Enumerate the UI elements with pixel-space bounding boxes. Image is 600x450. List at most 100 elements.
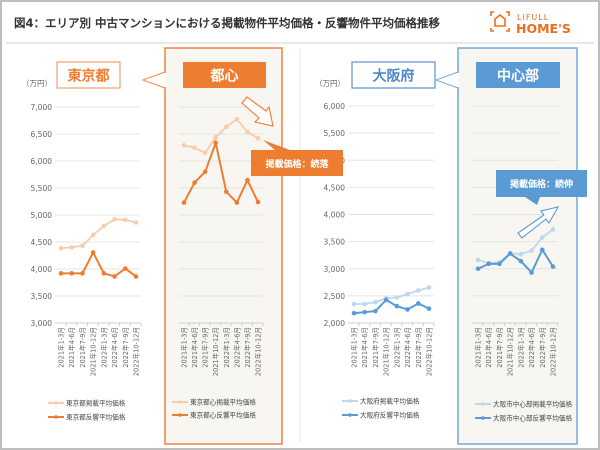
tokyo-x-tick-label: 2021年1-3月 — [57, 327, 66, 368]
osaka-data-point — [426, 306, 432, 311]
osaka-data-point — [394, 295, 400, 300]
tokyo-y-tick-label: 5,500 — [31, 184, 53, 193]
osaka-center-data-point — [486, 261, 492, 267]
osaka-center-data-point — [507, 251, 513, 256]
osaka-data-point — [362, 301, 368, 307]
osaka-center-legend-label: 大阪市中心部反響平均価格 — [493, 414, 573, 423]
osaka-x-tick-label: 2021年10-12月 — [382, 327, 391, 376]
osaka-legend-label: 大阪府掲載平均価格 — [360, 397, 420, 406]
osaka-legend-marker — [348, 413, 352, 417]
tokyo-y-tick-label: 3,000 — [31, 319, 53, 328]
osaka-center-x-tick-label: 2022年10-12月 — [549, 327, 558, 376]
osaka-callout-text: 掲載価格：続伸 — [510, 178, 573, 190]
tokyo-y-tick-label: 4,000 — [31, 265, 53, 274]
osaka-center-x-tick-label: 2021年7-9月 — [495, 327, 504, 368]
osaka-center-data-point — [539, 235, 545, 240]
house-icon — [490, 11, 510, 32]
osaka-center-legend-marker — [481, 416, 485, 420]
tokyo-center-data-point — [213, 140, 219, 146]
tokyo-center-x-tick-label: 2022年1-3月 — [222, 327, 231, 368]
osaka-x-tick-label: 2022年10-12月 — [425, 327, 434, 376]
osaka-data-point — [415, 301, 421, 306]
tokyo-center-legend-label: 東京都心反響平均価格 — [190, 411, 256, 420]
osaka-y-tick-label: 5,500 — [324, 129, 346, 138]
osaka-center-heading: 中心部 — [497, 68, 539, 85]
tokyo-down-arrow-icon — [241, 96, 274, 127]
tokyo-center-x-tick-label: 2021年7-9月 — [201, 327, 210, 368]
osaka-center-panel — [457, 47, 578, 445]
tokyo-pointer — [141, 71, 166, 89]
osaka-up-arrow-icon — [517, 206, 560, 239]
osaka-center-legend-label: 大阪市中心部掲載平均価格 — [493, 400, 573, 409]
osaka-data-point — [351, 301, 357, 307]
tokyo-heading-box — [56, 61, 121, 89]
osaka-center-data-point — [518, 251, 524, 257]
osaka-data-point — [415, 288, 421, 293]
tokyo-center-heading: 都心 — [210, 69, 239, 85]
osaka-y-tick-label: 2,000 — [324, 319, 346, 328]
tokyo-center-x-tick-label: 2021年4-6月 — [190, 327, 199, 368]
tokyo-center-legend-marker — [178, 413, 182, 417]
osaka-center-data-point — [539, 247, 545, 253]
tokyo-x-tick-label: 2022年4-6月 — [110, 327, 119, 368]
osaka-center-data-point — [550, 227, 556, 232]
osaka-x-tick-label: 2022年1-3月 — [392, 327, 401, 368]
lifull-homes-logo: LIFULL HOME'S — [490, 11, 571, 36]
osaka-data-point — [394, 303, 400, 309]
tokyo-center-data-point — [181, 143, 187, 148]
tokyo-x-tick-label: 2022年10-12月 — [132, 327, 141, 376]
tokyo-x-tick-label: 2021年4-6月 — [67, 327, 76, 368]
tokyo-data-point — [122, 266, 128, 271]
tokyo-data-point — [112, 217, 117, 222]
tokyo-heading: 東京都 — [68, 68, 110, 85]
tokyo-center-x-tick-label: 2022年7-9月 — [243, 327, 252, 368]
tokyo-data-point — [58, 245, 64, 251]
tokyo-center-legend-label: 東京都心掲載平均価格 — [190, 398, 256, 407]
tokyo-series-line-listing — [60, 218, 137, 250]
tokyo-center-x-tick-label: 2022年10-12月 — [254, 327, 263, 376]
tokyo-center-data-point — [234, 116, 240, 122]
tokyo-center-data-point — [223, 189, 229, 195]
tokyo-center-data-point — [181, 200, 187, 205]
osaka-center-x-tick-label: 2021年4-6月 — [484, 327, 493, 368]
osaka-center-data-point — [529, 270, 534, 275]
tokyo-center-data-point — [223, 124, 229, 130]
tokyo-y-tick-label: 3,500 — [31, 292, 53, 301]
osaka-data-point — [373, 299, 378, 305]
tokyo-y-tick-label: 4,500 — [31, 238, 53, 247]
osaka-legend-label: 大阪府反響平均価格 — [360, 411, 420, 420]
tokyo-y-tick-label: 6,500 — [31, 130, 53, 139]
tokyo-center-x-tick-label: 2021年10-12月 — [211, 327, 220, 376]
osaka-center-x-tick-label: 2021年10-12月 — [506, 327, 515, 376]
tokyo-legend-marker — [54, 415, 58, 419]
tokyo-center-data-point — [255, 136, 261, 141]
tokyo-data-point — [101, 223, 107, 229]
osaka-callout: 掲載価格：続伸 — [496, 170, 587, 205]
osaka-y-tick-label: 3,500 — [324, 238, 346, 247]
logo-line2: HOME'S — [516, 21, 571, 36]
tokyo-center-data-point — [234, 200, 240, 205]
tokyo-data-point — [80, 243, 85, 249]
tokyo-center-data-point — [202, 169, 208, 175]
osaka-unit-label: （万円） — [315, 79, 345, 88]
tokyo-center-x-tick-label: 2022年4-6月 — [232, 327, 241, 368]
osaka-heading: 大阪府 — [373, 68, 415, 85]
tokyo-callout: 掲載価格：続落 — [251, 140, 343, 176]
osaka-center-x-tick-label: 2022年7-9月 — [538, 327, 547, 368]
tokyo-center-data-point — [213, 134, 219, 140]
tokyo-data-point — [122, 217, 128, 223]
osaka-center-data-point — [475, 257, 481, 263]
tokyo-data-point — [90, 232, 96, 238]
osaka-y-tick-label: 2,500 — [324, 292, 346, 301]
tokyo-center-data-point — [192, 180, 197, 185]
logo-line1: LIFULL — [517, 13, 549, 22]
tokyo-center-data-point — [255, 199, 261, 205]
osaka-center-data-point — [550, 264, 556, 269]
osaka-x-tick-label: 2022年7-9月 — [414, 327, 423, 368]
osaka-data-point — [362, 309, 368, 315]
tokyo-unit-label: （万円） — [22, 79, 52, 88]
osaka-y-tick-label: 4,000 — [324, 211, 346, 220]
tokyo-legend-label: 東京都掲載平均価格 — [66, 399, 126, 408]
tokyo-legend-label: 東京都反響平均価格 — [66, 413, 126, 422]
